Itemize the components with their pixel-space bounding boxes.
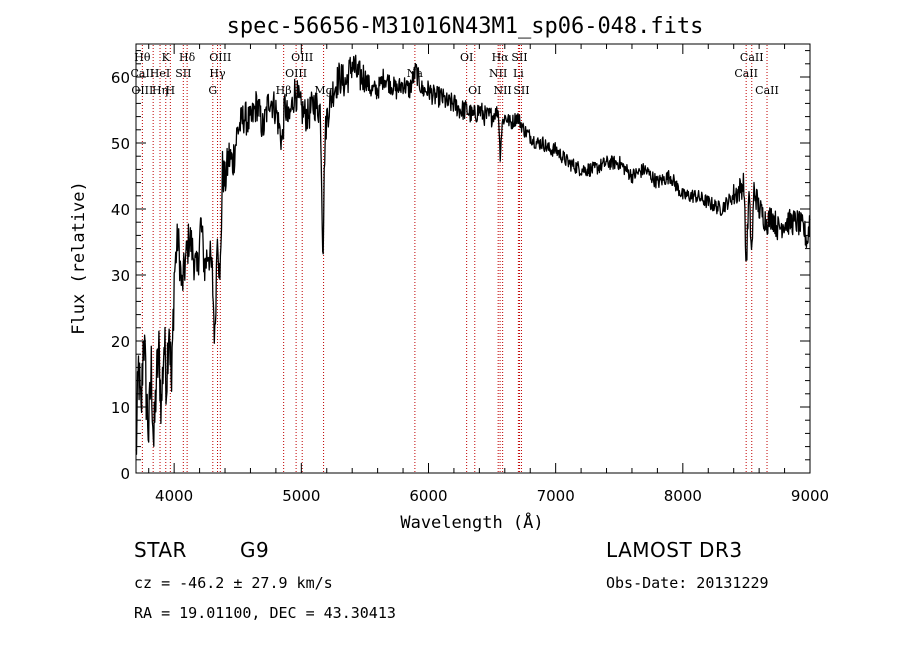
- line-marker-label: Hα: [492, 51, 510, 64]
- flux-series-line: [135, 54, 811, 455]
- line-marker-label: OIII: [209, 51, 231, 64]
- y-axis-label: Flux (relative): [69, 181, 89, 335]
- line-marker-label: CaII: [734, 67, 758, 80]
- x-tick-label: 6000: [409, 487, 447, 505]
- x-tick-label: 7000: [537, 487, 575, 505]
- chart-title: spec-56656-M31016N43M1_sp06-048.fits: [227, 14, 704, 39]
- line-marker-label: OI: [460, 51, 473, 64]
- line-marker-label: CaII: [740, 51, 764, 64]
- y-tick-label: 10: [111, 399, 130, 417]
- object-class: STAR: [134, 538, 187, 562]
- line-markers: [141, 45, 768, 473]
- y-tick-label: 60: [111, 69, 130, 87]
- line-marker-label: Hη: [152, 84, 168, 97]
- redshift-velocity: cz = -46.2 ± 27.9 km/s: [134, 574, 333, 592]
- x-tick-label: 4000: [155, 487, 193, 505]
- line-marker-label: K: [162, 51, 171, 64]
- plot-frame: [135, 43, 811, 474]
- y-tick-label: 0: [120, 465, 130, 483]
- line-marker-label: Hβ: [276, 84, 292, 97]
- line-marker-label: Hθ: [134, 51, 151, 64]
- line-marker-label: Mg: [314, 84, 332, 97]
- observation-date: Obs-Date: 20131229: [606, 574, 769, 592]
- line-marker-label: SII: [511, 51, 527, 64]
- line-marker-label: H: [166, 84, 176, 97]
- line-marker-labels: Hθ CaII OIII HeI Hη K H SII Hδ G Hγ OIII Hβ OIII OIII M…: [131, 51, 779, 97]
- x-tick-label: 5000: [282, 487, 320, 505]
- ra-dec-coordinates: RA = 19.01100, DEC = 43.30413: [134, 604, 396, 622]
- x-axis-label: Wavelength (Å): [400, 511, 543, 533]
- survey-name: LAMOST DR3: [606, 538, 743, 562]
- line-marker-label: HeI: [150, 67, 170, 80]
- line-marker-label: OIII: [285, 67, 307, 80]
- x-axis-ticks: 4000 5000 6000 7000 8000 9000: [148, 44, 829, 505]
- line-marker-label: Li: [513, 67, 524, 80]
- object-subclass: G9: [240, 538, 270, 562]
- line-marker-label: OIII: [131, 84, 153, 97]
- x-tick-label: 9000: [791, 487, 829, 505]
- line-marker-label: NII: [489, 67, 507, 80]
- line-marker-label: Hγ: [209, 67, 226, 80]
- line-marker-label: SII: [175, 67, 191, 80]
- line-marker-label: CaII: [755, 84, 779, 97]
- line-marker-label: OI: [468, 84, 481, 97]
- line-marker-label: G: [208, 84, 217, 97]
- y-axis-ticks: 0 10 20 30 40 50 60: [111, 50, 810, 483]
- line-marker-label: NII: [493, 84, 511, 97]
- y-tick-label: 50: [111, 135, 130, 153]
- y-tick-label: 20: [111, 333, 130, 351]
- x-tick-label: 8000: [664, 487, 702, 505]
- line-marker-label: SII: [513, 84, 529, 97]
- y-tick-label: 30: [111, 267, 130, 285]
- y-tick-label: 40: [111, 201, 130, 219]
- line-marker-label: Hδ: [179, 51, 196, 64]
- line-marker-label: OIII: [291, 51, 313, 64]
